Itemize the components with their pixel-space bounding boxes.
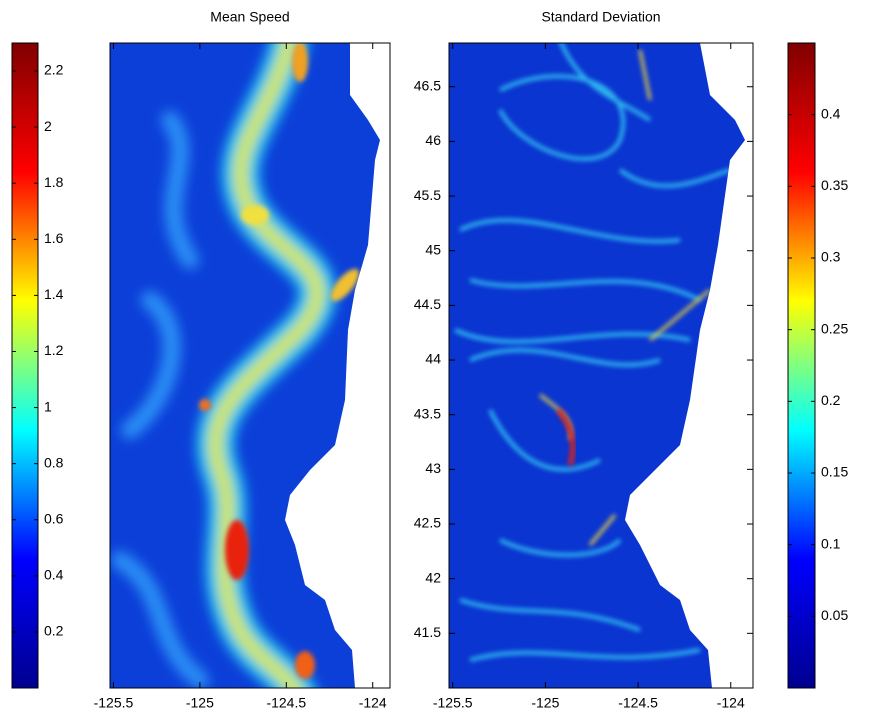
colorbar-tick-label: 1.8	[44, 174, 64, 190]
colorbar-tick-label: 1.6	[44, 230, 64, 246]
x-tick-label: -124.5	[618, 695, 658, 711]
x-tick-label: -125.5	[94, 695, 134, 711]
y-tick-label: 42.5	[414, 515, 441, 531]
x-tick-label: -124.5	[266, 695, 306, 711]
colorbar-tick-label: 1.2	[44, 342, 64, 358]
y-tick-label: 43.5	[414, 405, 441, 421]
y-tick-label: 42	[425, 569, 441, 585]
plot-frame	[448, 42, 754, 689]
colorbar-tick-label: 0.05	[821, 607, 848, 623]
y-tick-label: 45.5	[414, 187, 441, 203]
chart-title: Mean Speed	[210, 9, 289, 25]
chart-title: Standard Deviation	[541, 9, 660, 25]
colorbar-tick-label: 0.6	[44, 510, 64, 526]
x-tick-label: -125	[531, 695, 559, 711]
y-tick-label: 44.5	[414, 296, 441, 312]
colorbar-tick-label: 2	[44, 118, 52, 134]
y-tick-label: 46	[425, 132, 441, 148]
field-image	[449, 43, 753, 688]
x-tick-label: -124	[359, 695, 387, 711]
colorbar-tick-label: 0.15	[821, 464, 848, 480]
colorbar-tick-label: 0.35	[821, 177, 848, 193]
colorbar-tick-label: 0.4	[44, 567, 64, 583]
colorbar-tick-label: 0.8	[44, 454, 64, 470]
x-tick-label: -125	[186, 695, 214, 711]
colorbar-tick-label: 0.2	[821, 392, 841, 408]
colorbar	[787, 42, 816, 689]
colorbar-tick-label: 1	[44, 398, 52, 414]
colorbar-tick-label: 2.2	[44, 62, 64, 78]
colorbar-tick-label: 0.3	[821, 249, 841, 265]
x-tick-label: -124	[717, 695, 745, 711]
y-tick-label: 45	[425, 241, 441, 257]
colorbar-tick-label: 1.4	[44, 286, 64, 302]
colorbar-tick-label: 0.1	[821, 535, 841, 551]
y-tick-label: 43	[425, 460, 441, 476]
colorbar-tick-label: 0.25	[821, 320, 848, 336]
y-tick-label: 44	[425, 351, 441, 367]
plot-frame	[109, 42, 391, 689]
y-tick-label: 46.5	[414, 77, 441, 93]
x-tick-label: -125.5	[433, 695, 473, 711]
y-tick-label: 41.5	[414, 624, 441, 640]
colorbar	[11, 42, 39, 689]
colorbar-tick-label: 0.2	[44, 623, 64, 639]
field-image	[110, 43, 390, 688]
colorbar-tick-label: 0.4	[821, 105, 841, 121]
